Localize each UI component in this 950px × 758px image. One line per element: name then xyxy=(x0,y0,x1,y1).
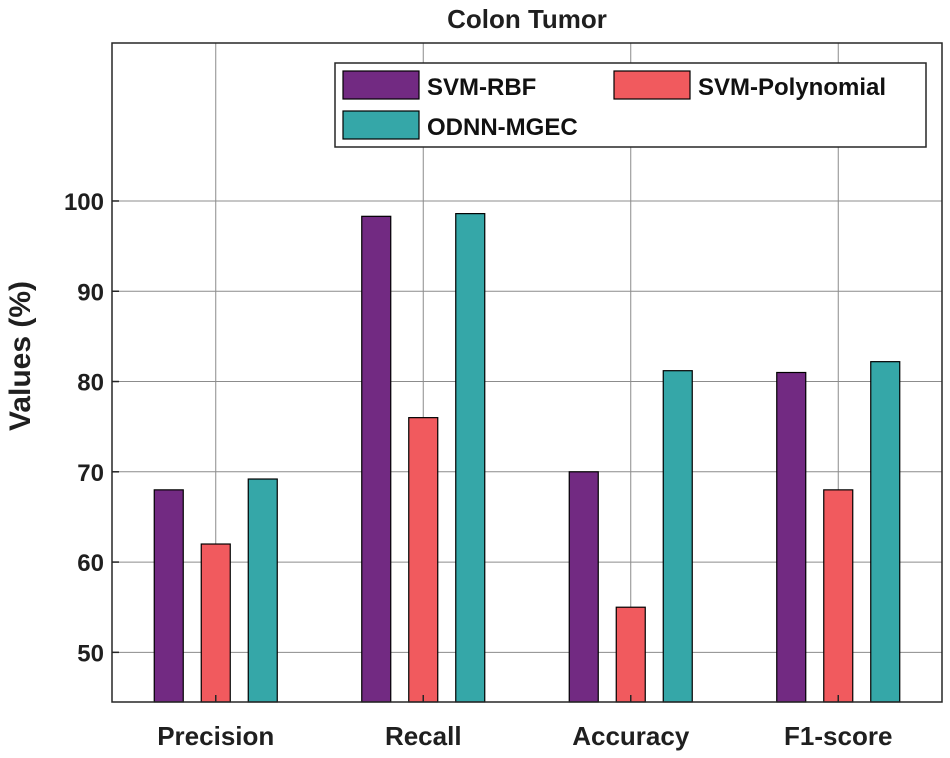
legend-label: SVM-RBF xyxy=(427,74,536,101)
bar-odnn-mgec-precision xyxy=(247,478,278,703)
y-tick-label: 80 xyxy=(77,370,104,397)
x-axis-ticks: Precision Recall Accuracy F1-score xyxy=(157,695,892,751)
bar-svm-rbf-f1-score xyxy=(776,371,807,703)
y-axis-ticks: 50 60 70 80 90 100 xyxy=(64,189,119,667)
y-tick-label: 50 xyxy=(77,640,104,667)
x-tick-label: F1-score xyxy=(784,721,892,751)
bar-svm-polynomial-precision xyxy=(200,543,231,703)
chart-title: Colon Tumor xyxy=(447,4,607,34)
x-tick-label: Precision xyxy=(157,721,274,751)
y-tick-label: 90 xyxy=(77,279,104,306)
legend-swatch xyxy=(613,70,691,100)
bar-odnn-mgec-accuracy xyxy=(662,370,693,703)
x-tick-label: Accuracy xyxy=(572,721,690,751)
bar-svm-rbf-precision xyxy=(153,489,184,703)
bar-odnn-mgec-recall xyxy=(455,213,486,703)
bar-svm-rbf-accuracy xyxy=(568,471,599,703)
bar-svm-polynomial-f1-score xyxy=(823,489,854,703)
legend-swatch xyxy=(342,70,420,100)
plot-area-frame xyxy=(111,42,943,703)
y-tick-label: 70 xyxy=(77,460,104,487)
y-tick-label: 60 xyxy=(77,550,104,577)
bar-svm-polynomial-accuracy xyxy=(615,606,646,703)
bars xyxy=(153,213,901,703)
x-tick-label: Recall xyxy=(385,721,462,751)
y-tick-label: 100 xyxy=(64,189,104,216)
legend-swatch xyxy=(342,110,420,140)
legend-label: SVM-Polynomial xyxy=(698,74,886,101)
bar-odnn-mgec-f1-score xyxy=(870,361,901,703)
bar-svm-polynomial-recall xyxy=(408,417,439,703)
legend: SVM-RBF SVM-Polynomial ODNN-MGEC xyxy=(334,62,927,148)
bar-svm-rbf-recall xyxy=(361,215,392,703)
y-axis-label: Values (%) xyxy=(4,281,37,431)
legend-label: ODNN-MGEC xyxy=(427,114,578,141)
